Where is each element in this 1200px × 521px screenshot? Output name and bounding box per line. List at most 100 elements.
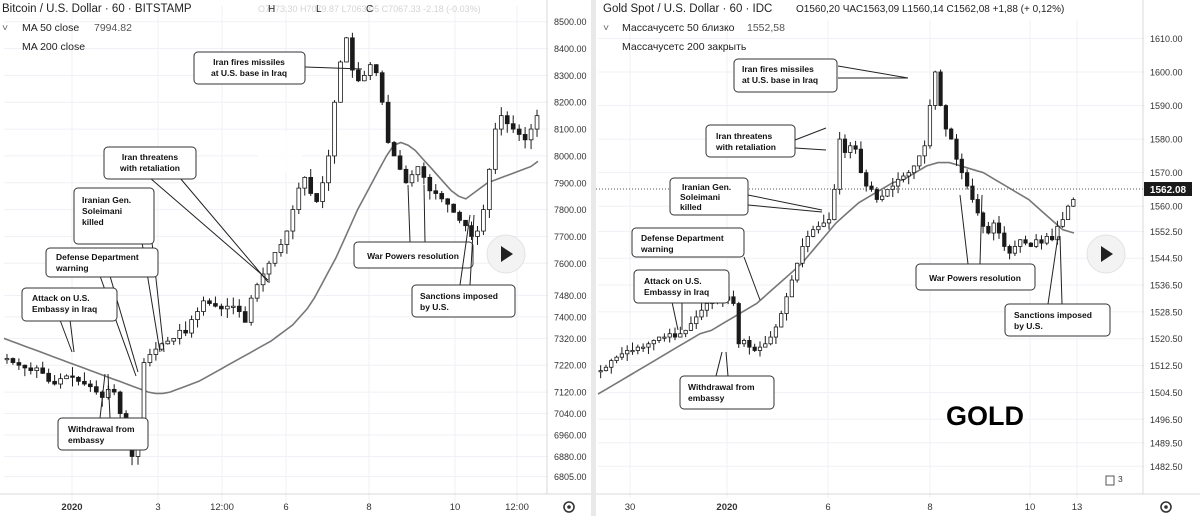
svg-text:Iran fires missiles: Iran fires missiles xyxy=(742,64,814,74)
right-grid xyxy=(598,20,1144,498)
svg-text:by U.S.: by U.S. xyxy=(420,302,449,312)
candle-body xyxy=(784,296,789,314)
svg-text:killed: killed xyxy=(82,217,104,227)
candle-body xyxy=(880,195,885,200)
left-ohlc-letter-c: C xyxy=(366,4,373,15)
candle-body xyxy=(260,273,266,286)
candle-body xyxy=(619,353,624,358)
right-price-tag-value: 1562.08 xyxy=(1150,185,1187,196)
candle-body xyxy=(451,203,456,213)
svg-text:Soleimani: Soleimani xyxy=(680,192,720,202)
candle-body xyxy=(768,336,773,345)
right-time-axis[interactable]: 30 2020 6 8 10 13 xyxy=(625,502,1083,513)
candle-body xyxy=(332,101,337,157)
candle-body xyxy=(350,37,355,71)
right-play-button[interactable] xyxy=(1086,234,1126,274)
price-tick-label: 1544.50 xyxy=(1150,254,1183,264)
candle-body xyxy=(1071,199,1076,207)
candle-body xyxy=(379,72,385,103)
candle-body xyxy=(954,138,959,160)
left-annotation-attack-embassy xyxy=(21,287,118,322)
svg-text:Soleimani: Soleimani xyxy=(82,206,122,216)
candle-body xyxy=(457,211,462,221)
candle-body xyxy=(1039,239,1044,244)
time-tick-label: 8 xyxy=(927,502,932,513)
candle-body xyxy=(1065,205,1071,221)
candle-body xyxy=(88,383,93,388)
candle-body xyxy=(522,134,528,141)
candle-body xyxy=(1023,239,1028,244)
right-ma200-label[interactable]: Массачусетс 200 закрыть xyxy=(622,41,747,53)
left-play-button[interactable] xyxy=(486,234,526,274)
time-tick-label: 12:00 xyxy=(505,502,529,513)
price-tick-label: 8500.00 xyxy=(554,17,587,27)
candle-body xyxy=(933,71,938,106)
candle-body xyxy=(832,189,837,221)
svg-text:War Powers resolution: War Powers resolution xyxy=(367,251,459,261)
right-annotation-defense-department xyxy=(631,227,745,258)
candle-body xyxy=(367,64,373,76)
candle-body xyxy=(487,168,492,210)
candle-body xyxy=(46,372,51,382)
left-annotation-defense-department xyxy=(45,247,159,278)
candle-body xyxy=(662,336,667,339)
candle-body xyxy=(421,166,427,178)
candle-body xyxy=(213,303,218,307)
right-collapse-chevron-icon[interactable]: ˅ xyxy=(603,22,609,34)
candle-body xyxy=(147,354,153,363)
candle-body xyxy=(895,178,901,187)
right-symbol-title: Gold Spot / U.S. Dollar · 60 · IDC xyxy=(603,3,772,15)
candle-body xyxy=(1007,246,1012,254)
right-indicator-count[interactable]: 3 xyxy=(1105,474,1123,486)
left-ma200-label[interactable]: MA 200 close xyxy=(22,41,85,53)
left-annotation-iran-threatens xyxy=(103,146,197,180)
left-price-axis[interactable]: 6805.00 6880.00 6960.00 7040.00 7120.00 7220.… xyxy=(554,17,587,482)
left-ohlc-letter-h: H xyxy=(268,4,275,15)
candle-body xyxy=(853,145,858,150)
candle-body xyxy=(795,262,800,281)
candle-body xyxy=(302,176,308,189)
left-settings-button[interactable] xyxy=(563,501,575,513)
price-tick-label: 7320.00 xyxy=(554,334,587,344)
svg-text:Iran threatens: Iran threatens xyxy=(716,131,772,141)
candle-body xyxy=(731,296,736,304)
candle-body xyxy=(656,336,662,341)
candle-body xyxy=(970,185,975,200)
candle-body xyxy=(864,172,869,187)
left-ma50-legend[interactable]: ˅ MA 50 close 7994.82 xyxy=(2,22,132,34)
left-collapse-chevron-icon[interactable]: ˅ xyxy=(2,22,8,34)
time-tick-label: 6 xyxy=(825,502,830,513)
right-play-icon xyxy=(1101,246,1113,262)
time-tick-label: 2020 xyxy=(61,502,82,513)
svg-text:killed: killed xyxy=(680,202,702,212)
right-ma50-legend[interactable]: ˅ Массачусетс 50 близко 1552,58 xyxy=(603,22,785,34)
candle-body xyxy=(625,350,630,355)
candle-body xyxy=(1012,246,1018,254)
candle-body xyxy=(278,244,284,253)
candle-body xyxy=(415,166,421,176)
svg-text:with retaliation: with retaliation xyxy=(715,142,776,152)
candle-body xyxy=(614,356,619,361)
left-candles xyxy=(4,32,540,466)
candle-body xyxy=(82,380,87,385)
candle-body xyxy=(609,360,614,368)
candle-body xyxy=(641,346,646,349)
right-settings-button[interactable] xyxy=(1160,501,1172,513)
right-price-axis[interactable]: 1482.50 1489.50 1496.50 1504.50 1512.50 1520.… xyxy=(1150,34,1183,472)
price-tick-label: 1489.50 xyxy=(1150,438,1183,448)
candle-body xyxy=(800,246,805,264)
svg-text:embassy: embassy xyxy=(68,435,105,445)
svg-text:Iranian Gen.: Iranian Gen. xyxy=(82,195,131,205)
svg-text:Defense Department: Defense Department xyxy=(56,252,139,262)
candle-body xyxy=(510,123,516,130)
right-annotation-soleimani xyxy=(669,177,749,216)
svg-text:Withdrawal from: Withdrawal from xyxy=(688,382,755,392)
candle-body xyxy=(911,165,917,174)
candle-body xyxy=(906,172,911,177)
candle-body xyxy=(1018,239,1023,247)
left-annotation-iran-fires-missiles xyxy=(193,51,306,85)
candle-body xyxy=(901,175,906,180)
candle-body xyxy=(153,348,159,355)
candle-body xyxy=(747,340,752,348)
left-time-axis[interactable]: 2020 3 12:00 6 8 10 12:00 xyxy=(61,502,528,513)
